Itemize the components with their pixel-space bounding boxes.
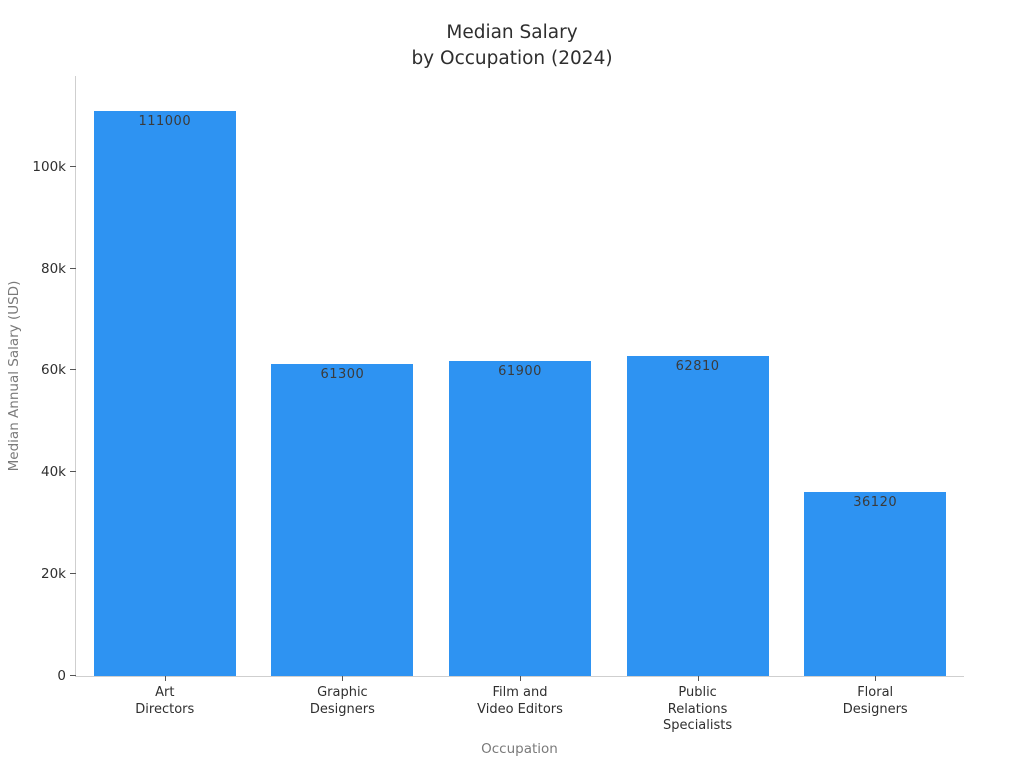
- y-axis-title: Median Annual Salary (USD): [6, 280, 22, 472]
- y-tick-mark: [70, 165, 76, 167]
- y-tick-label: 60k: [41, 362, 66, 379]
- x-tick-label: Film and Video Editors: [477, 685, 563, 717]
- x-tick-mark: [342, 676, 344, 681]
- bar: 111000: [93, 110, 236, 676]
- y-tick-mark: [70, 675, 76, 676]
- x-tick-mark: [520, 676, 521, 681]
- y-tick-mark: [70, 471, 76, 473]
- y-tick-label: 80k: [41, 260, 66, 277]
- bar: 61900: [448, 360, 592, 676]
- x-tick-mark: [875, 676, 877, 681]
- x-tick-mark: [164, 676, 166, 681]
- y-tick-label: 0: [57, 668, 66, 684]
- bar-value-label: 36120: [853, 495, 898, 511]
- y-tick-mark: [70, 267, 76, 269]
- chart-title: Median Salary by Occupation (2024): [411, 22, 613, 69]
- x-axis-title: Occupation: [481, 741, 558, 757]
- x-tick-label: Art Directors: [135, 685, 195, 717]
- bar: 61300: [271, 363, 414, 676]
- bar: 62810: [626, 356, 769, 676]
- bar-value-label: 61300: [320, 366, 365, 382]
- bar-value-label: 111000: [138, 113, 192, 129]
- plot-area: 111000 Art Directors 61300 Graphic Designer…: [32, 76, 964, 733]
- y-tick-label: 40k: [41, 464, 66, 481]
- x-tick-label: Graphic Designers: [309, 685, 375, 717]
- bar-value-label: 61900: [498, 363, 542, 379]
- x-tick-label: Public Relations Specialists: [663, 685, 733, 733]
- bar-value-label: 62810: [675, 359, 720, 375]
- x-tick-label: Floral Designers: [842, 685, 908, 717]
- y-tick-label: 20k: [41, 566, 66, 583]
- y-tick-mark: [70, 369, 76, 371]
- y-tick-mark: [70, 573, 76, 575]
- x-tick-mark: [697, 676, 699, 681]
- y-tick-label: 100k: [32, 158, 66, 175]
- bar: 36120: [804, 492, 947, 676]
